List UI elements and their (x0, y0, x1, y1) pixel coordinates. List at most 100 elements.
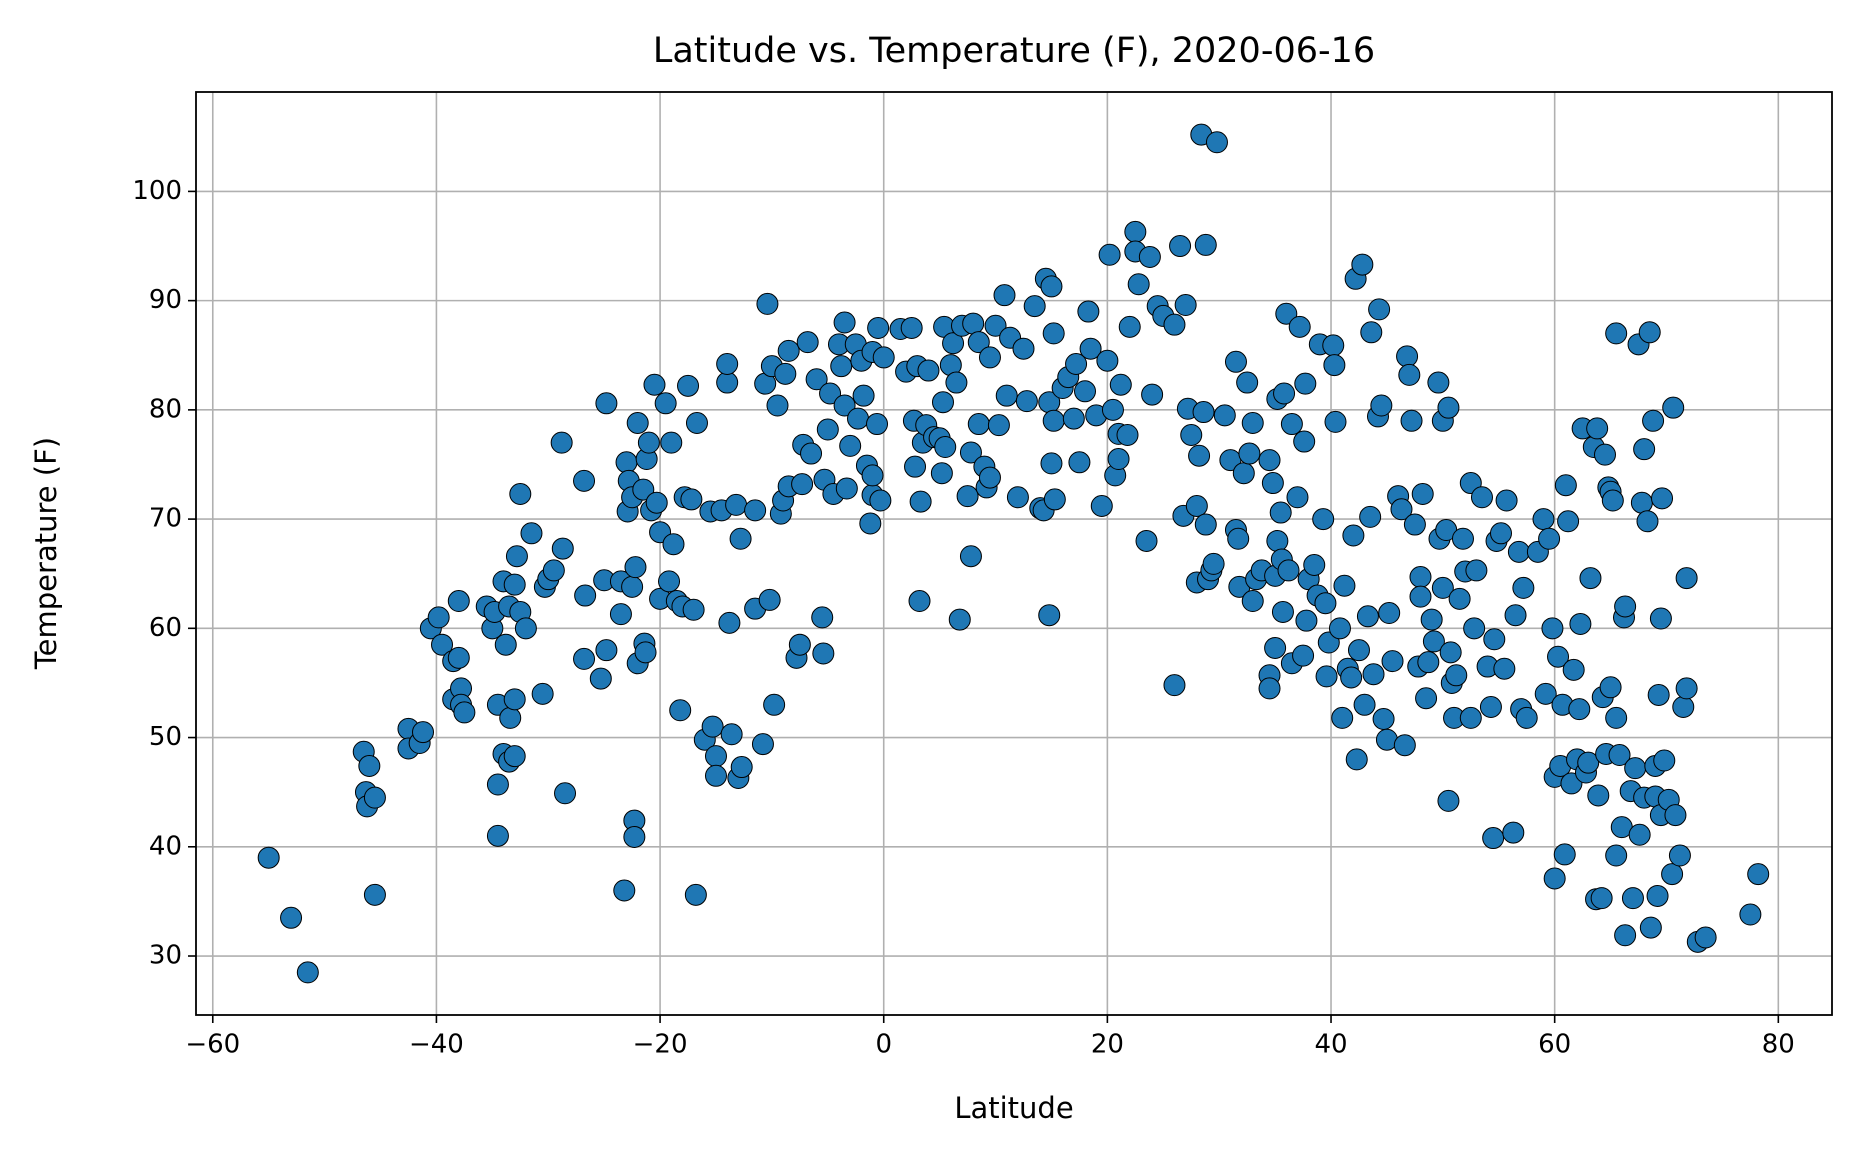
point (993, 284, 1016, 307)
point (1507, 540, 1530, 563)
point (1409, 585, 1432, 608)
point (788, 633, 811, 656)
point (1331, 706, 1354, 729)
point (626, 411, 649, 434)
point (1483, 628, 1506, 651)
point (551, 537, 574, 560)
point (1012, 337, 1035, 360)
point (729, 527, 752, 550)
point (1465, 559, 1488, 582)
point (1590, 887, 1613, 910)
point (763, 693, 786, 716)
point (296, 961, 319, 984)
point (1638, 321, 1661, 344)
point (1098, 243, 1121, 266)
point (680, 488, 703, 511)
point (1323, 354, 1346, 377)
point (1101, 398, 1124, 421)
point (791, 473, 814, 496)
point (1356, 605, 1379, 628)
point (984, 314, 1007, 337)
point (573, 647, 596, 670)
point (1628, 823, 1651, 846)
point (1459, 706, 1482, 729)
point (1445, 664, 1468, 687)
point (645, 491, 668, 514)
point (1169, 235, 1192, 258)
point (1006, 486, 1029, 509)
point (930, 462, 953, 485)
point (1065, 352, 1088, 375)
x-tick-label: 0 (875, 1030, 892, 1060)
point (1633, 438, 1656, 461)
point (1096, 349, 1119, 372)
point (684, 883, 707, 906)
point (934, 436, 957, 458)
point (685, 411, 708, 434)
point (1353, 693, 1376, 716)
point (1378, 602, 1401, 625)
point (1646, 884, 1669, 907)
point (1547, 645, 1570, 668)
point (1495, 489, 1518, 512)
point (503, 745, 526, 768)
point (280, 906, 303, 929)
point (682, 598, 705, 621)
point (1322, 334, 1345, 357)
point (819, 382, 842, 405)
y-tick-label: 80 (149, 394, 182, 424)
point (1554, 474, 1577, 497)
point (1194, 513, 1217, 536)
point (1074, 380, 1097, 403)
point (816, 418, 839, 441)
point (615, 451, 638, 474)
point (427, 606, 450, 629)
point (1127, 273, 1150, 296)
point (1315, 665, 1338, 688)
y-axis-label: Temperature (F) (29, 437, 63, 670)
point (800, 442, 823, 465)
point (1370, 394, 1393, 417)
point (662, 533, 685, 556)
point (1124, 220, 1147, 243)
point (503, 573, 526, 596)
point (1437, 789, 1460, 812)
point (1277, 559, 1300, 582)
point (956, 485, 979, 508)
point (1275, 302, 1298, 325)
point (1180, 423, 1203, 446)
point (774, 362, 797, 385)
point (1324, 410, 1347, 433)
point (861, 464, 884, 487)
point (658, 570, 681, 593)
point (812, 642, 835, 665)
point (704, 764, 727, 787)
point (1294, 372, 1317, 395)
point (1288, 315, 1311, 338)
point (1553, 843, 1576, 866)
point (1188, 444, 1211, 467)
point (609, 603, 632, 626)
point (1541, 617, 1564, 640)
point (637, 431, 660, 454)
point (595, 639, 618, 662)
point (1668, 844, 1691, 867)
point (1241, 590, 1264, 613)
point (1077, 300, 1100, 323)
point (431, 633, 454, 656)
point (1662, 396, 1685, 419)
point (1569, 612, 1592, 635)
point (1271, 600, 1294, 623)
point (1359, 505, 1382, 528)
point (1675, 677, 1698, 700)
point (1040, 452, 1063, 475)
point (1372, 707, 1395, 730)
point (766, 394, 789, 417)
point (1194, 233, 1217, 256)
points (257, 123, 1770, 984)
y-tick-label: 100 (132, 176, 182, 206)
point (1586, 417, 1609, 440)
point (520, 522, 543, 545)
point (1342, 524, 1365, 547)
point (1409, 565, 1432, 588)
